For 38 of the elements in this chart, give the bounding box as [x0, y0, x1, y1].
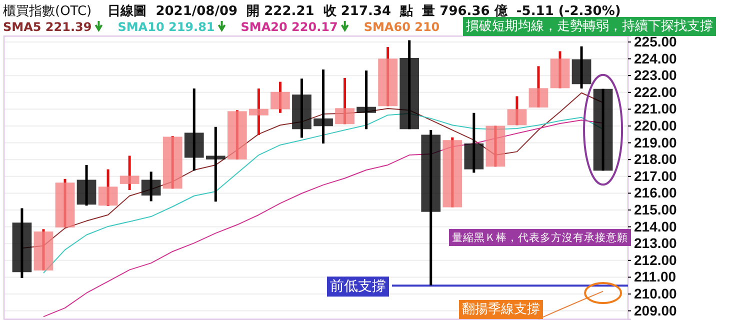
candlestick — [314, 68, 333, 145]
chart-subtitle: 日線圖 2021/08/09 開 222.21 收 217.34 點 量 796.36 億 -5.11 (-2.30%) — [108, 3, 621, 19]
y-tick-label: 225.00 — [634, 33, 678, 50]
y-tick-label: 224.00 — [634, 50, 678, 66]
ref-line-label: 前低支撐 — [330, 278, 386, 295]
y-tick-label: 210.00 — [634, 285, 678, 302]
candlestick — [141, 170, 161, 203]
annotation: 翻揚季線支撐 — [462, 302, 540, 317]
chart-title: 櫃買指數(OTC) — [3, 4, 92, 19]
candlestick — [120, 154, 140, 192]
y-tick-label: 215.00 — [634, 201, 678, 218]
y-tick-label: 218.00 — [634, 151, 678, 168]
y-tick-label: 216.00 — [634, 184, 678, 201]
candlestick — [270, 80, 290, 114]
candlestick — [507, 95, 527, 126]
y-tick-label: 222.00 — [634, 84, 678, 100]
y-tick-label: 217.00 — [634, 168, 678, 184]
y-tick-label: 223.00 — [634, 67, 678, 84]
y-tick-label: 209.00 — [634, 302, 678, 318]
text: SMA60 210 — [364, 20, 440, 34]
y-tick-label: 214.00 — [634, 218, 678, 234]
y-tick-label: 212.00 — [634, 252, 678, 268]
text: SMA20 220.17 — [240, 20, 338, 34]
candlestick — [206, 126, 226, 203]
text: SMA10 219.81 — [118, 20, 215, 34]
y-tick-label: 211.00 — [634, 268, 676, 285]
annotation: 量縮黑Ｋ棒，代表多方沒有承接意願 — [452, 231, 628, 244]
candlestick — [356, 69, 376, 130]
y-tick-label: 213.00 — [634, 235, 678, 252]
candlestick — [98, 168, 118, 208]
y-tick-label: 220.00 — [634, 117, 678, 134]
text: 摜破短期均線，走勢轉弱，持續下探找支撐 — [466, 19, 713, 34]
candlestick — [249, 87, 268, 136]
y-tick-label: 221.00 — [634, 100, 678, 117]
text: SMA5 221.39 — [3, 20, 92, 34]
y-tick-label: 219.00 — [634, 134, 678, 150]
candlestick — [335, 76, 354, 126]
candlestick — [528, 64, 548, 109]
